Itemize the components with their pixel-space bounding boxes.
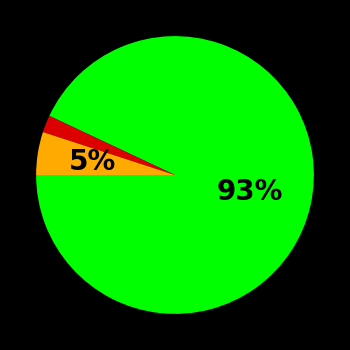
- Wedge shape: [36, 132, 175, 175]
- Text: 93%: 93%: [216, 178, 283, 206]
- Wedge shape: [36, 36, 314, 314]
- Wedge shape: [43, 116, 175, 175]
- Text: 5%: 5%: [69, 148, 116, 176]
